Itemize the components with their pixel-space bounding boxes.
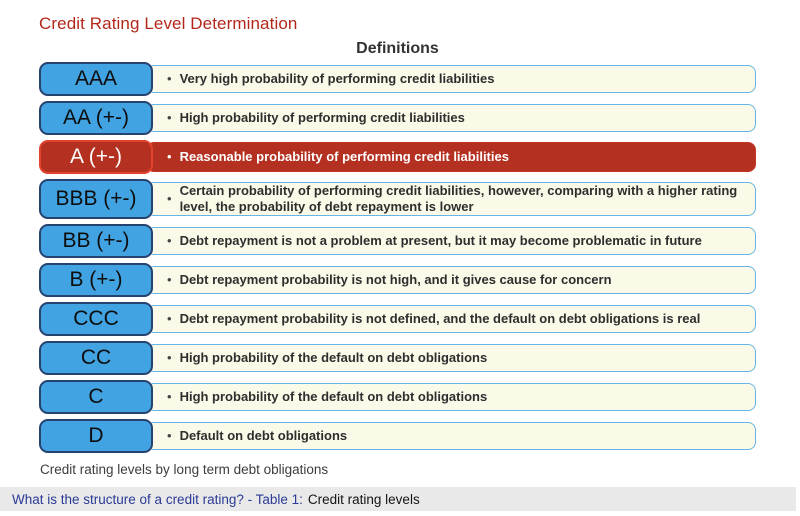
definition-text: Debt repayment probability is not define… (179, 310, 701, 326)
rating-level-button[interactable]: BB (+-) (39, 224, 153, 258)
rating-row: • Debt repayment is not a problem at pre… (39, 224, 756, 258)
rating-level-label: D (88, 424, 104, 447)
bullet-icon: • (167, 109, 172, 125)
definition-text: Very high probability of performing cred… (179, 70, 495, 86)
definition-box: • Certain probability of performing cred… (146, 182, 756, 216)
definition-text: Debt repayment probability is not high, … (179, 271, 612, 287)
definition-text: High probability of the default on debt … (179, 388, 488, 404)
rating-level-label: C (88, 385, 104, 408)
rating-row: • Debt repayment probability is not defi… (39, 302, 756, 336)
definition-text: High probability of the default on debt … (179, 349, 488, 365)
definition-box: • Default on debt obligations (146, 422, 756, 450)
credit-rating-table: Credit Rating Level Determination Defini… (39, 0, 756, 477)
bullet-icon: • (167, 271, 172, 287)
bullet-icon: • (167, 190, 172, 206)
rating-level-button[interactable]: AA (+-) (39, 101, 153, 135)
rating-row: • High probability of the default on deb… (39, 341, 756, 375)
bullet-icon: • (167, 388, 172, 404)
definition-box: • Debt repayment is not a problem at pre… (146, 227, 756, 255)
rating-level-label: CC (80, 346, 112, 369)
rating-level-button[interactable]: CCC (39, 302, 153, 336)
footer-link[interactable]: What is the structure of a credit rating… (12, 491, 303, 507)
definition-box: • Very high probability of performing cr… (146, 65, 756, 93)
rating-level-button[interactable]: B (+-) (39, 263, 153, 297)
rating-level-button[interactable]: AAA (39, 62, 153, 96)
footer-caption-text: Credit rating levels (307, 491, 420, 507)
bullet-icon: • (167, 70, 172, 86)
bullet-icon: • (167, 232, 172, 248)
definition-text: Certain probability of performing credit… (179, 182, 738, 214)
definition-box: • High probability of the default on deb… (146, 383, 756, 411)
definition-text: High probability of performing credit li… (179, 109, 465, 125)
bullet-icon: • (167, 310, 172, 326)
definition-box: • High probability of the default on deb… (146, 344, 756, 372)
table-caption: Credit rating levels by long term debt o… (40, 462, 329, 477)
rating-level-button[interactable]: CC (39, 341, 153, 375)
rating-row: • Default on debt obligations D (39, 419, 756, 453)
bullet-icon: • (167, 427, 172, 443)
rating-level-label: B (+-) (69, 268, 123, 291)
rating-level-button[interactable]: C (39, 380, 153, 414)
rating-level-label: A (+-) (70, 145, 122, 168)
rating-level-label: BBB (+-) (55, 187, 137, 210)
page-title: Credit Rating Level Determination (39, 14, 298, 33)
definition-box: • Debt repayment probability is not defi… (146, 305, 756, 333)
bullet-icon: • (167, 349, 172, 365)
rating-level-label: CCC (73, 307, 119, 330)
rating-level-button[interactable]: A (+-) (39, 140, 153, 174)
rating-level-button[interactable]: BBB (+-) (39, 179, 153, 219)
definition-text: Default on debt obligations (179, 427, 348, 443)
definition-text: Reasonable probability of performing cre… (179, 148, 509, 164)
footer-bar: What is the structure of a credit rating… (0, 487, 796, 511)
rating-level-label: AAA (74, 67, 118, 90)
rating-level-label: AA (+-) (63, 106, 129, 129)
bullet-icon: • (167, 148, 172, 164)
rating-level-button[interactable]: D (39, 419, 153, 453)
definition-box: • Debt repayment probability is not high… (146, 266, 756, 294)
definitions-column-header: Definitions (356, 40, 439, 57)
definition-box: • Reasonable probability of performing c… (146, 142, 756, 172)
rating-row: • High probability of performing credit … (39, 101, 756, 135)
rating-row: • Very high probability of performing cr… (39, 62, 756, 96)
definition-text: Debt repayment is not a problem at prese… (179, 232, 702, 248)
rating-rows: • Very high probability of performing cr… (39, 62, 756, 453)
rating-row: • Certain probability of performing cred… (39, 179, 756, 219)
rating-level-label: BB (+-) (62, 229, 130, 252)
definition-box: • High probability of performing credit … (146, 104, 756, 132)
rating-row: • Debt repayment probability is not high… (39, 263, 756, 297)
rating-row: • Reasonable probability of performing c… (39, 140, 756, 174)
rating-row: • High probability of the default on deb… (39, 380, 756, 414)
